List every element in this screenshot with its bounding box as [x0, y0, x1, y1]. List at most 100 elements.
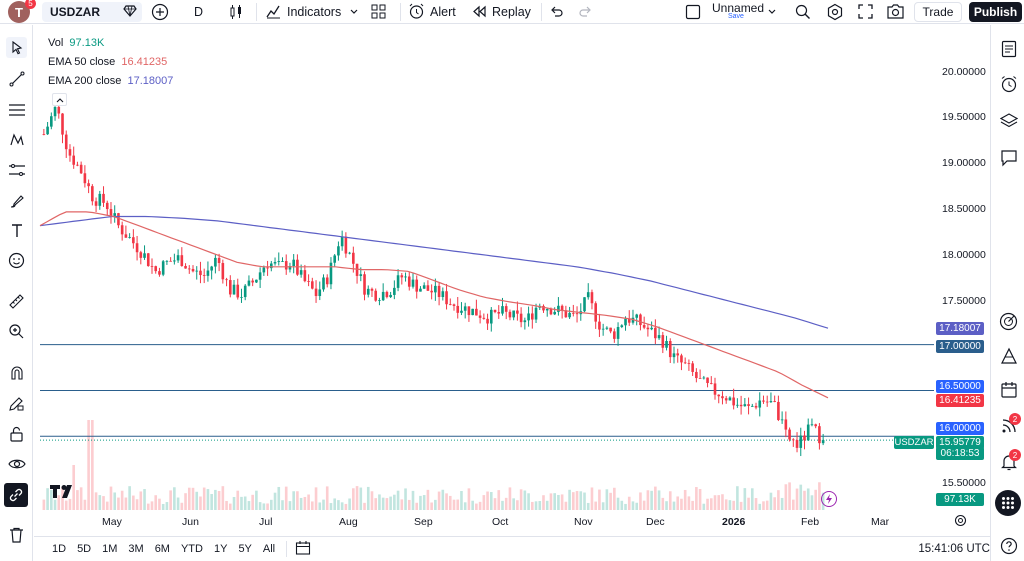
candle-body [538, 305, 542, 308]
collapse-legend-icon[interactable] [52, 93, 67, 106]
legend-ema50[interactable]: EMA 50 close 16.41235 [48, 56, 168, 68]
candle-body [695, 371, 698, 379]
lock-drawings-pencil-icon[interactable] [6, 393, 27, 414]
user-avatar[interactable]: T [8, 1, 30, 23]
legend-ema200[interactable]: EMA 200 close 17.18007 [48, 75, 174, 87]
volume-bar [788, 482, 791, 510]
chevron-down-icon[interactable] [349, 6, 359, 20]
tradingview-logo-icon[interactable] [50, 485, 76, 501]
candle-body [150, 266, 154, 267]
range-all[interactable]: All [262, 543, 276, 555]
candle-body [736, 404, 739, 406]
ruler-icon[interactable] [6, 291, 27, 312]
interval-button[interactable]: D [194, 4, 204, 19]
brush-icon[interactable] [6, 190, 27, 211]
candle-body [803, 435, 806, 441]
candle-body [180, 255, 184, 266]
volume-bar [87, 420, 90, 510]
layers-icon[interactable] [998, 110, 1019, 131]
chat-icon[interactable] [998, 147, 1019, 168]
add-symbol-icon[interactable] [151, 3, 169, 24]
quick-search-icon[interactable] [794, 3, 812, 24]
volume-bar [325, 486, 329, 510]
replay-button[interactable]: Replay [492, 4, 531, 19]
volume-bar [154, 495, 158, 510]
candle-body [806, 424, 810, 441]
volume-bar [199, 496, 202, 510]
forecast-icon[interactable] [6, 159, 27, 180]
range-1m[interactable]: 1M [102, 543, 118, 555]
trade-button[interactable]: Trade [914, 2, 962, 22]
target-icon[interactable] [998, 311, 1019, 332]
volume-bar [743, 488, 747, 510]
utc-clock[interactable]: 15:41:06 UTC [918, 543, 990, 555]
range-1d[interactable]: 1D [52, 543, 67, 555]
text-tool-icon[interactable] [6, 220, 27, 241]
sync-link-icon[interactable] [4, 483, 28, 507]
volume-bar [504, 497, 508, 510]
calendar-icon[interactable] [998, 379, 1019, 400]
volume-bar [165, 502, 169, 510]
cursor-icon[interactable] [6, 37, 27, 58]
axis-settings-icon[interactable] [954, 514, 967, 530]
ideas-icon[interactable] [998, 345, 1019, 366]
trash-icon[interactable] [6, 524, 27, 545]
layout-name[interactable]: Unnamed [712, 1, 765, 15]
event-lightning-icon[interactable] [821, 491, 837, 507]
candle-body [228, 280, 232, 295]
layout-chevron-icon[interactable] [767, 6, 777, 20]
alerts-clock-icon[interactable] [998, 73, 1019, 94]
emoji-icon[interactable] [6, 250, 27, 271]
date-range-icon[interactable] [295, 540, 311, 559]
alert-clock-icon[interactable] [408, 3, 425, 23]
indicators-button[interactable]: Indicators [287, 4, 342, 19]
candle-body [277, 261, 281, 263]
layout-square-icon[interactable] [685, 4, 701, 23]
undo-icon[interactable] [549, 5, 563, 22]
indicators-icon[interactable] [265, 3, 282, 23]
diamond-icon[interactable] [123, 4, 137, 21]
watchlist-icon[interactable] [998, 38, 1019, 59]
help-icon[interactable] [998, 535, 1019, 556]
range-6m[interactable]: 6M [154, 543, 170, 555]
volume-bar [642, 500, 646, 510]
volume-bar [340, 502, 344, 510]
candle-body [624, 318, 627, 326]
volume-bar [251, 494, 254, 510]
legend-volume[interactable]: Vol 97.13K [48, 37, 105, 49]
volume-bar [243, 496, 247, 510]
lock-icon[interactable] [6, 423, 27, 444]
candle-body [601, 328, 605, 330]
apps-grid-icon[interactable] [995, 490, 1021, 516]
range-3m[interactable]: 3M [128, 543, 144, 555]
fullscreen-icon[interactable] [857, 3, 874, 23]
range-5y[interactable]: 5Y [238, 543, 252, 555]
symbol-search[interactable]: USDZAR [42, 2, 142, 22]
publish-button[interactable]: Publish [969, 2, 1022, 22]
camera-icon[interactable] [886, 3, 905, 23]
replay-icon[interactable] [472, 4, 487, 22]
candle-type-icon[interactable] [228, 4, 244, 23]
candle-body [363, 274, 366, 295]
candle-body [57, 106, 61, 114]
range-ytd[interactable]: YTD [180, 543, 203, 555]
volume-bar [318, 502, 322, 510]
volume-bar [564, 501, 568, 510]
range-5d[interactable]: 5D [77, 543, 92, 555]
zoom-in-icon[interactable] [6, 321, 27, 342]
range-1y[interactable]: 1Y [213, 543, 228, 555]
horizontal-lines-icon[interactable] [6, 99, 27, 120]
trend-line-icon[interactable] [6, 68, 27, 89]
eye-icon[interactable] [6, 453, 27, 474]
candle-body [698, 378, 702, 379]
candle-body [139, 252, 143, 258]
candle-body [676, 353, 680, 356]
magnet-icon[interactable] [6, 362, 27, 383]
pattern-icon[interactable] [6, 129, 27, 150]
candle-body [743, 404, 747, 407]
volume-bar [91, 420, 94, 510]
redo-icon[interactable] [579, 5, 593, 22]
settings-gear-icon[interactable] [826, 3, 844, 24]
templates-grid-icon[interactable] [371, 4, 386, 22]
alert-button[interactable]: Alert [430, 4, 456, 19]
